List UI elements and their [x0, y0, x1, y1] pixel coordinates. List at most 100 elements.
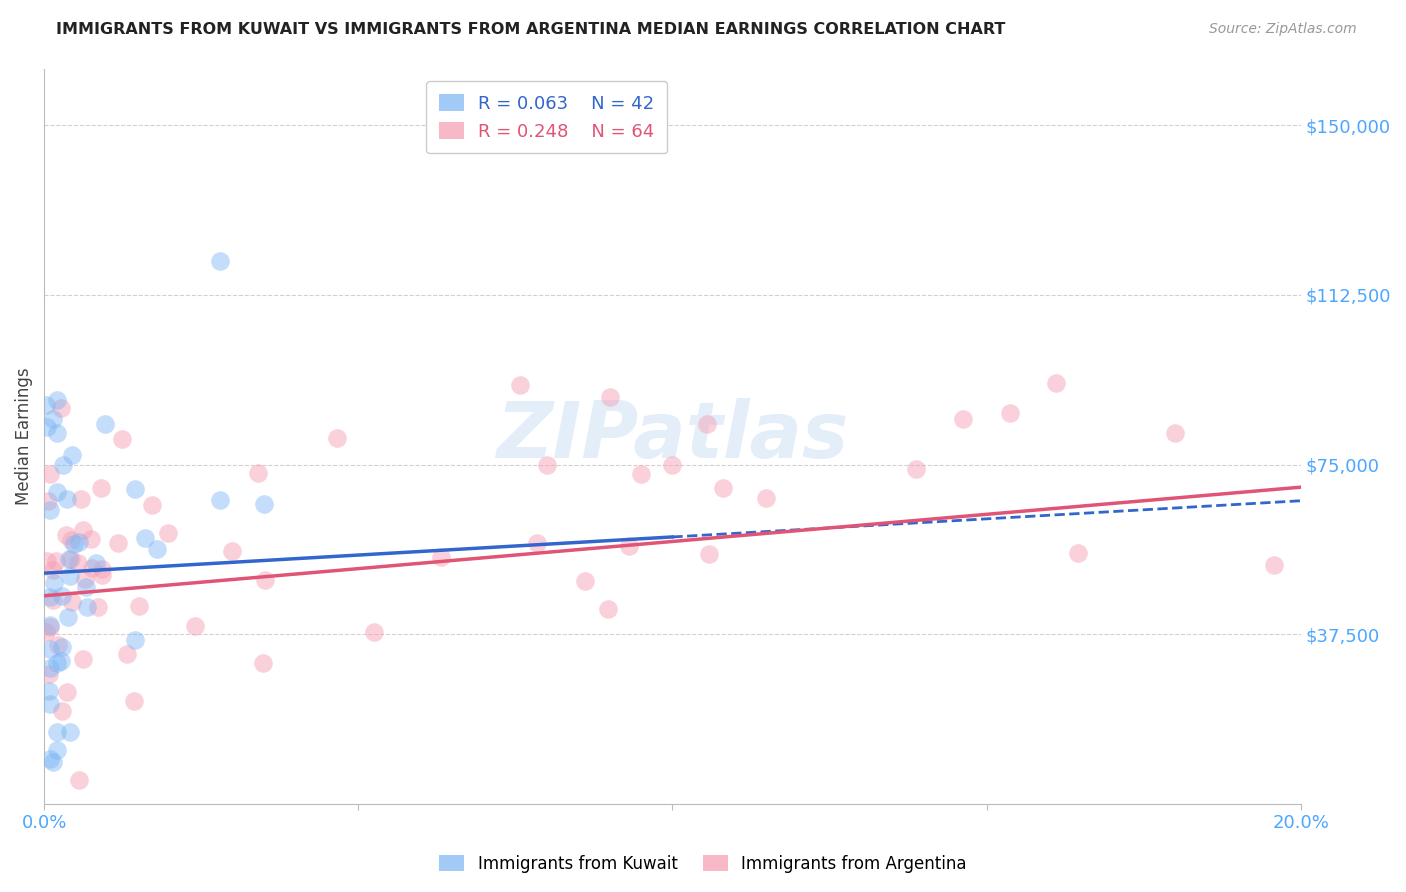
Point — [430, 550, 453, 565]
Point — [599, 390, 621, 404]
Point — [42, 576, 65, 591]
Point — [38, 683, 60, 698]
Point — [56, 492, 79, 507]
Point — [619, 539, 641, 553]
Point — [75, 580, 97, 594]
Point — [42, 756, 65, 770]
Point — [51, 654, 73, 668]
Point — [157, 525, 180, 540]
Point — [998, 406, 1021, 420]
Y-axis label: Median Earnings: Median Earnings — [15, 368, 32, 505]
Point — [596, 602, 619, 616]
Point — [115, 647, 138, 661]
Point — [38, 667, 60, 681]
Point — [107, 536, 129, 550]
Point — [45, 656, 67, 670]
Point — [1263, 558, 1285, 572]
Point — [45, 484, 67, 499]
Point — [39, 698, 62, 712]
Point — [630, 467, 652, 481]
Point — [39, 503, 62, 517]
Point — [55, 528, 77, 542]
Point — [42, 592, 65, 607]
Point — [87, 600, 110, 615]
Point — [247, 466, 270, 480]
Point — [35, 398, 58, 412]
Point — [51, 640, 73, 654]
Point — [45, 425, 67, 440]
Text: Source: ZipAtlas.com: Source: ZipAtlas.com — [1209, 22, 1357, 37]
Point — [39, 590, 62, 604]
Point — [711, 481, 734, 495]
Point — [76, 600, 98, 615]
Point — [75, 573, 97, 587]
Point — [39, 752, 62, 766]
Point — [72, 523, 94, 537]
Point — [208, 493, 231, 508]
Point — [39, 467, 62, 481]
Point — [58, 551, 80, 566]
Point — [72, 652, 94, 666]
Point — [35, 625, 58, 640]
Point — [39, 661, 62, 675]
Point — [254, 573, 277, 587]
Point — [45, 392, 67, 407]
Legend: Immigrants from Kuwait, Immigrants from Argentina: Immigrants from Kuwait, Immigrants from … — [433, 848, 973, 880]
Point — [184, 618, 207, 632]
Point — [755, 491, 778, 506]
Point — [56, 685, 79, 699]
Point — [90, 481, 112, 495]
Point — [59, 533, 82, 548]
Point — [60, 595, 83, 609]
Point — [37, 554, 59, 568]
Point — [221, 544, 243, 558]
Point — [39, 642, 62, 657]
Point — [526, 536, 548, 550]
Point — [904, 462, 927, 476]
Point — [46, 638, 69, 652]
Point — [124, 633, 146, 648]
Point — [67, 556, 90, 570]
Point — [86, 556, 108, 570]
Point — [60, 552, 83, 566]
Point — [208, 253, 231, 268]
Point — [509, 377, 531, 392]
Point — [39, 618, 62, 632]
Point — [94, 417, 117, 431]
Text: IMMIGRANTS FROM KUWAIT VS IMMIGRANTS FROM ARGENTINA MEDIAN EARNINGS CORRELATION : IMMIGRANTS FROM KUWAIT VS IMMIGRANTS FRO… — [56, 22, 1005, 37]
Point — [128, 599, 150, 613]
Point — [82, 561, 104, 575]
Point — [45, 554, 67, 568]
Point — [51, 589, 73, 603]
Point — [91, 562, 114, 576]
Legend: R = 0.063    N = 42, R = 0.248    N = 64: R = 0.063 N = 42, R = 0.248 N = 64 — [426, 81, 668, 153]
Point — [146, 542, 169, 557]
Point — [91, 568, 114, 582]
Point — [42, 412, 65, 426]
Point — [42, 563, 65, 577]
Point — [70, 491, 93, 506]
Point — [111, 433, 134, 447]
Point — [363, 624, 385, 639]
Point — [39, 620, 62, 634]
Point — [59, 725, 82, 739]
Point — [1067, 546, 1090, 560]
Point — [952, 411, 974, 425]
Point — [35, 420, 58, 434]
Point — [536, 458, 558, 472]
Point — [45, 724, 67, 739]
Point — [56, 610, 79, 624]
Point — [1045, 376, 1067, 390]
Point — [58, 569, 80, 583]
Point — [253, 497, 276, 511]
Point — [49, 401, 72, 416]
Text: ZIPatlas: ZIPatlas — [496, 398, 848, 475]
Point — [134, 531, 156, 545]
Point — [661, 458, 683, 472]
Point — [696, 417, 718, 431]
Point — [63, 536, 86, 550]
Point — [60, 448, 83, 462]
Point — [51, 704, 73, 718]
Point — [574, 574, 596, 588]
Point — [252, 657, 274, 671]
